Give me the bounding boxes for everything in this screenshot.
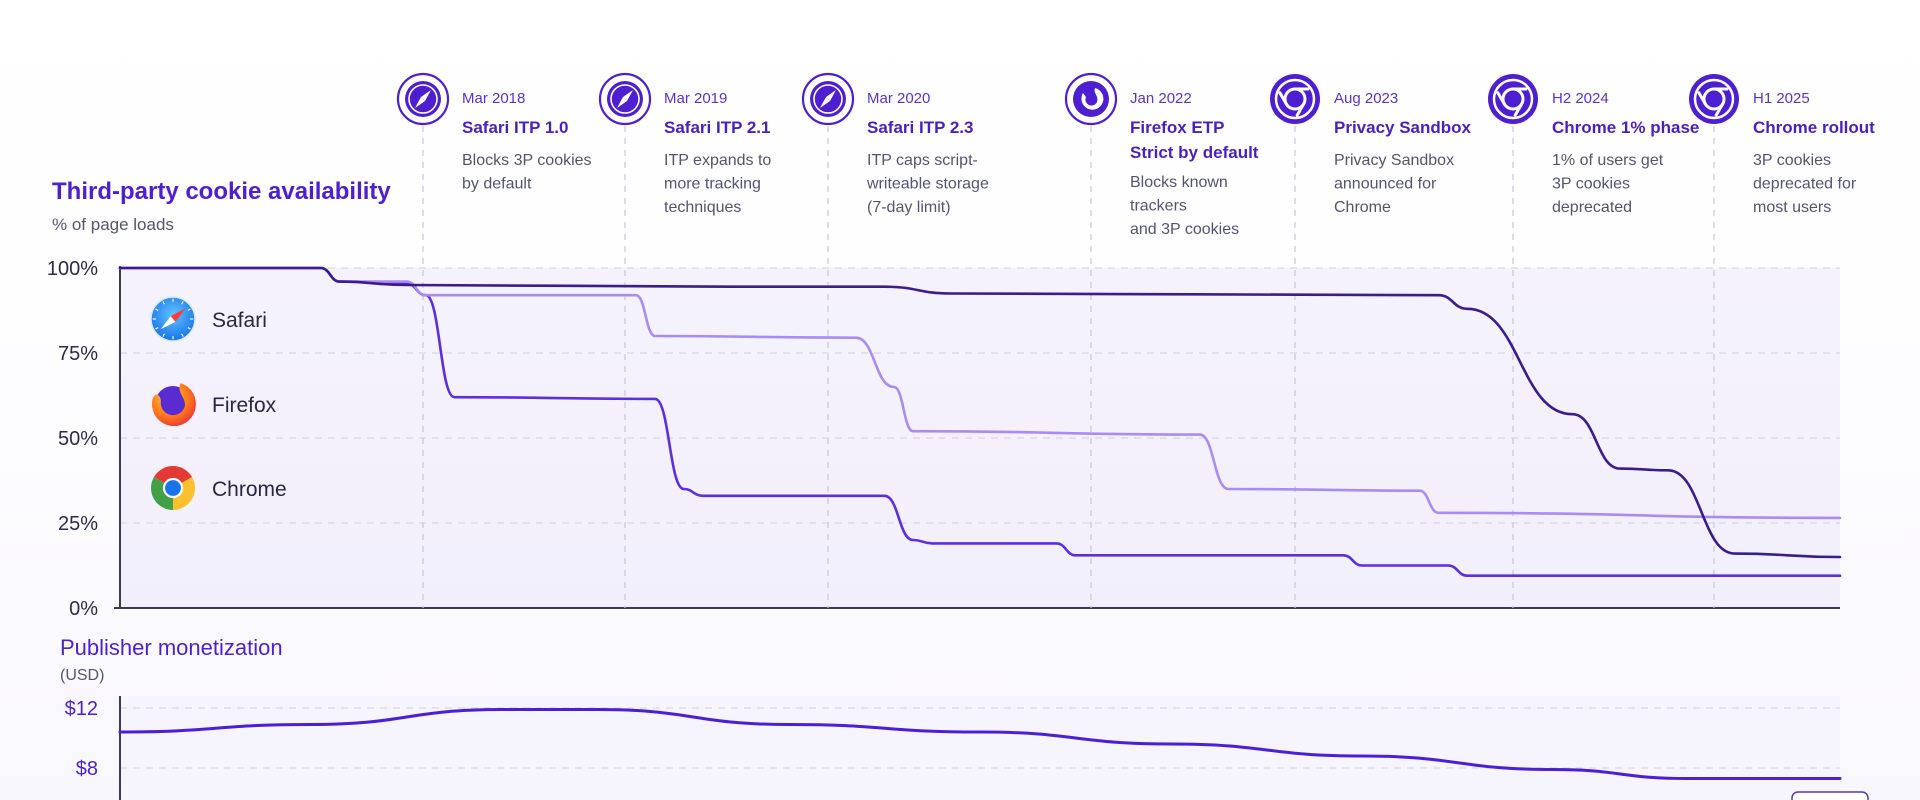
monetization-plot-area xyxy=(120,696,1840,800)
monetization-line xyxy=(118,707,1842,781)
event-title: Chrome rollout xyxy=(1753,118,1875,137)
event-title: Firefox ETP xyxy=(1130,118,1224,137)
timeline-events: Mar 2018 Safari ITP 1.0 Blocks 3P cookies b… xyxy=(396,72,1875,608)
event-description: Privacy Sandbox xyxy=(1334,152,1454,169)
event-date: Jan 2022 xyxy=(1130,90,1192,107)
chrome-icon xyxy=(1689,74,1739,124)
series-line-firefox xyxy=(118,266,1842,520)
event-description: writeable storage xyxy=(866,176,989,193)
safari-icon xyxy=(598,72,652,126)
y-tick-label: $12 xyxy=(65,698,98,720)
event-description: announced for xyxy=(1334,176,1437,193)
y-tick-label: 100% xyxy=(47,258,98,280)
chart-title: Third-party cookie availability xyxy=(52,178,391,205)
legend-item-safari: Safari xyxy=(150,296,267,342)
event-description: Blocks known xyxy=(1130,174,1228,191)
event-description: trackers xyxy=(1130,198,1187,215)
monetization-title: Publisher monetization xyxy=(60,635,283,660)
event-description: Chrome xyxy=(1334,199,1391,216)
legend-label: Chrome xyxy=(212,478,287,501)
legend-item-firefox: Firefox xyxy=(151,383,277,427)
legend-item-chrome: Chrome xyxy=(151,466,287,510)
event-title: Safari ITP 2.1 xyxy=(664,118,770,137)
y-tick-label: $8 xyxy=(76,758,98,780)
event-title: Chrome 1% phase xyxy=(1552,118,1699,137)
event-description: deprecated for xyxy=(1753,176,1857,193)
event-title-line2: Strict by default xyxy=(1130,143,1259,162)
legend-label: Safari xyxy=(212,309,267,332)
safari-icon xyxy=(801,72,855,126)
chrome-icon xyxy=(151,466,195,510)
event-description: 3P cookies xyxy=(1552,176,1630,193)
event-description: deprecated xyxy=(1552,199,1632,216)
safari-icon xyxy=(150,296,196,342)
event-description: techniques xyxy=(664,199,741,216)
event-description: ITP caps script- xyxy=(867,152,978,169)
chrome-icon xyxy=(1270,74,1320,124)
timeline-event: Mar 2019 Safari ITP 2.1 ITP expands to more… xyxy=(598,72,771,608)
event-date: Mar 2018 xyxy=(462,90,525,107)
timeline-event: H2 2024 Chrome 1% phase 1% of users get 3P … xyxy=(1488,74,1699,608)
chrome-icon xyxy=(1488,74,1538,124)
y-tick-label: 75% xyxy=(58,343,98,365)
event-description: 1% of users get xyxy=(1552,152,1664,169)
event-description: by default xyxy=(462,176,532,193)
timeline-event: Mar 2020 Safari ITP 2.3 ITP caps script-wr… xyxy=(801,72,989,608)
series-line-safari xyxy=(118,266,1842,578)
monetization-subtitle: (USD) xyxy=(60,667,104,684)
event-date: Aug 2023 xyxy=(1334,90,1398,107)
event-date: H1 2025 xyxy=(1753,90,1810,107)
legend-label: Firefox xyxy=(212,394,277,417)
event-date: Mar 2020 xyxy=(867,90,930,107)
legend: Safari Firefox Chrome xyxy=(150,296,287,510)
event-description: Blocks 3P cookies xyxy=(462,152,592,169)
event-title: Safari ITP 2.3 xyxy=(867,118,973,137)
monetization-badge xyxy=(1791,791,1869,800)
event-title: Safari ITP 1.0 xyxy=(462,118,568,137)
event-description: more tracking xyxy=(664,176,761,193)
event-description: 3P cookies xyxy=(1753,152,1831,169)
chart-subtitle: % of page loads xyxy=(52,215,174,234)
event-description: ITP expands to xyxy=(664,152,771,169)
y-axis-ticks: 0% 25% 50% 75% 100% $12 $8 xyxy=(47,258,98,780)
event-description: and 3P cookies xyxy=(1130,221,1239,238)
series-lines xyxy=(118,266,1842,781)
event-title: Privacy Sandbox xyxy=(1334,118,1472,137)
safari-icon xyxy=(396,72,450,126)
event-description: most users xyxy=(1753,199,1831,216)
y-tick-label: 25% xyxy=(58,513,98,535)
y-tick-label: 0% xyxy=(69,598,98,620)
event-date: H2 2024 xyxy=(1552,90,1609,107)
grid-lines xyxy=(114,266,1840,800)
timeline-event: Jan 2022 Firefox ETP Strict by default Bloc… xyxy=(1064,72,1259,608)
timeline-event: H1 2025 Chrome rollout 3P cookies deprecate… xyxy=(1689,74,1875,608)
y-tick-label: 50% xyxy=(58,428,98,450)
timeline-event: Mar 2018 Safari ITP 1.0 Blocks 3P cookies b… xyxy=(396,72,592,608)
event-description: (7-day limit) xyxy=(867,199,951,216)
firefox-icon xyxy=(1064,72,1118,126)
firefox-icon xyxy=(151,383,196,427)
series-line-chrome xyxy=(118,266,1842,559)
timeline-event: Aug 2023 Privacy Sandbox Privacy Sandbox an… xyxy=(1270,74,1472,608)
event-date: Mar 2019 xyxy=(664,90,727,107)
